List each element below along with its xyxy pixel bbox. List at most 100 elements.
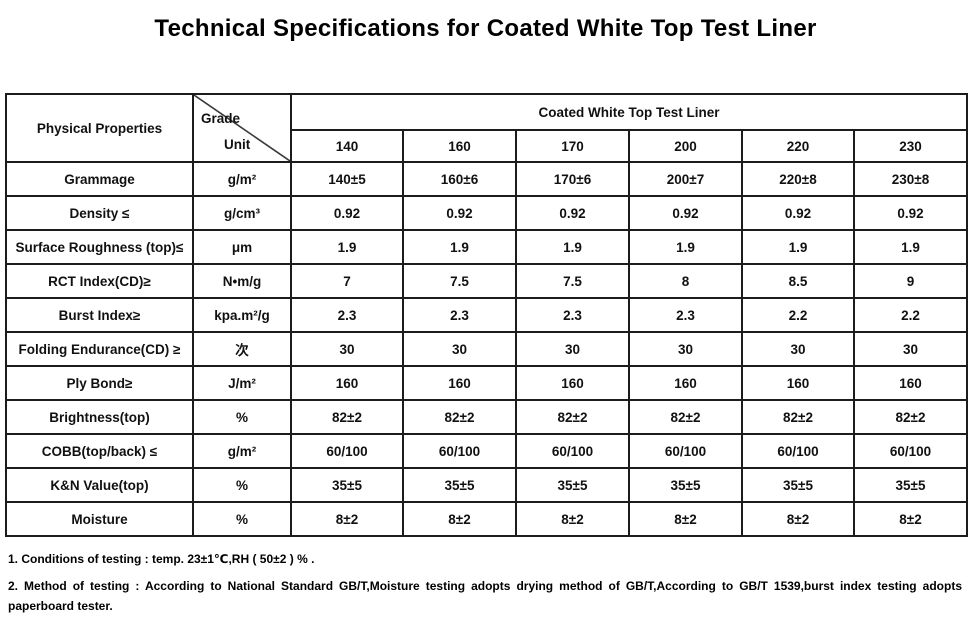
grade-header: 140 [290, 129, 404, 163]
value-cell: 35±5 [628, 467, 743, 503]
value-cell: 160±6 [402, 161, 517, 197]
value-cell: 35±5 [515, 467, 630, 503]
table-row: Moisture% 8±2 8±2 8±2 8±2 8±2 8±2 [5, 501, 968, 537]
value-cell: 8±2 [741, 501, 855, 537]
product-header: Coated White Top Test Liner [290, 93, 968, 131]
value-cell: 230±8 [853, 161, 968, 197]
unit-cell: % [192, 399, 292, 435]
unit-cell: J/m² [192, 365, 292, 401]
value-cell: 2.3 [402, 297, 517, 333]
value-cell: 82±2 [290, 399, 404, 435]
value-cell: 140±5 [290, 161, 404, 197]
property-label: COBB(top/back) ≤ [5, 433, 194, 469]
value-cell: 7.5 [515, 263, 630, 299]
value-cell: 7 [290, 263, 404, 299]
property-label: Burst Index≥ [5, 297, 194, 333]
property-label: Brightness(top) [5, 399, 194, 435]
value-cell: 0.92 [628, 195, 743, 231]
value-cell: 1.9 [402, 229, 517, 265]
property-label: Folding Endurance(CD) ≥ [5, 331, 194, 367]
value-cell: 60/100 [402, 433, 517, 469]
value-cell: 60/100 [853, 433, 968, 469]
value-cell: 170±6 [515, 161, 630, 197]
footnotes: 1. Conditions of testing : temp. 23±1℃,R… [8, 549, 962, 623]
footnote-method: 2. Method of testing : According to Nati… [8, 579, 962, 613]
value-cell: 0.92 [290, 195, 404, 231]
unit-cell: g/cm³ [192, 195, 292, 231]
table-row: COBB(top/back) ≤ g/m² 60/100 60/100 60/100 60… [5, 433, 968, 469]
grade-header: 200 [628, 129, 743, 163]
table-body: Grammage g/m² 140±5 160±6 170±6 200±7 220±8 230… [5, 161, 968, 537]
footnote-conditions: 1. Conditions of testing : temp. 23±1℃,R… [8, 552, 315, 566]
table-row: Folding Endurance(CD) ≥ 次 30 30 30 30 30 30 [5, 331, 968, 367]
value-cell: 0.92 [515, 195, 630, 231]
table-row: RCT Index(CD)≥ N•m/g 7 7.5 7.5 8 8.5 9 [5, 263, 968, 299]
table-row: Grammage g/m² 140±5 160±6 170±6 200±7 220±8 230… [5, 161, 968, 197]
table-row: Burst Index≥ kpa.m²/g 2.3 2.3 2.3 2.3 2.2 2.2 [5, 297, 968, 333]
unit-cell: 次 [192, 331, 292, 367]
value-cell: 30 [402, 331, 517, 367]
value-cell: 35±5 [741, 467, 855, 503]
value-cell: 2.3 [515, 297, 630, 333]
physical-properties-header: Physical Properties [5, 93, 194, 163]
value-cell: 1.9 [853, 229, 968, 265]
grade-header-row: 140 160 170 200 220 230 [6, 129, 968, 163]
value-cell: 8±2 [628, 501, 743, 537]
property-label: Grammage [5, 161, 194, 197]
value-cell: 2.3 [290, 297, 404, 333]
value-cell: 1.9 [628, 229, 743, 265]
value-cell: 35±5 [853, 467, 968, 503]
value-cell: 2.3 [628, 297, 743, 333]
value-cell: 160 [515, 365, 630, 401]
value-cell: 82±2 [628, 399, 743, 435]
unit-cell: % [192, 501, 292, 537]
value-cell: 8±2 [402, 501, 517, 537]
property-label: Density ≤ [5, 195, 194, 231]
value-cell: 0.92 [402, 195, 517, 231]
value-cell: 8.5 [741, 263, 855, 299]
unit-cell: μm [192, 229, 292, 265]
value-cell: 7.5 [402, 263, 517, 299]
value-cell: 0.92 [741, 195, 855, 231]
property-label: Surface Roughness (top)≤ [5, 229, 194, 265]
value-cell: 160 [290, 365, 404, 401]
grade-header: 220 [741, 129, 855, 163]
value-cell: 2.2 [741, 297, 855, 333]
value-cell: 2.2 [853, 297, 968, 333]
table-row: K&N Value(top)% 35±5 35±5 35±5 35±5 35±5 35±5 [5, 467, 968, 503]
value-cell: 200±7 [628, 161, 743, 197]
value-cell: 1.9 [741, 229, 855, 265]
page-title: Technical Specifications for Coated Whit… [154, 15, 817, 42]
value-cell: 82±2 [402, 399, 517, 435]
property-label: RCT Index(CD)≥ [5, 263, 194, 299]
value-cell: 82±2 [853, 399, 968, 435]
value-cell: 160 [402, 365, 517, 401]
grade-header: 230 [853, 129, 968, 163]
value-cell: 60/100 [290, 433, 404, 469]
unit-cell: g/m² [192, 433, 292, 469]
value-cell: 220±8 [741, 161, 855, 197]
unit-cell: % [192, 467, 292, 503]
grade-header: 160 [402, 129, 517, 163]
value-cell: 1.9 [515, 229, 630, 265]
value-cell: 60/100 [628, 433, 743, 469]
unit-cell: g/m² [192, 161, 292, 197]
spec-table: Physical Properties Grade Unit Coated Wh… [5, 93, 968, 537]
value-cell: 160 [741, 365, 855, 401]
value-cell: 8 [628, 263, 743, 299]
value-cell: 0.92 [853, 195, 968, 231]
table-row: Ply Bond≥ J/m² 160 160 160 160 160 160 [5, 365, 968, 401]
value-cell: 160 [628, 365, 743, 401]
value-cell: 60/100 [515, 433, 630, 469]
value-cell: 1.9 [290, 229, 404, 265]
value-cell: 35±5 [290, 467, 404, 503]
value-cell: 82±2 [515, 399, 630, 435]
table-row: Brightness(top)% 82±2 82±2 82±2 82±2 82±2 82±2 [5, 399, 968, 435]
value-cell: 30 [628, 331, 743, 367]
table-row: Surface Roughness (top)≤ μm 1.9 1.9 1.9 1.9 1.… [5, 229, 968, 265]
value-cell: 160 [853, 365, 968, 401]
property-label: K&N Value(top) [5, 467, 194, 503]
value-cell: 30 [290, 331, 404, 367]
grade-header: 170 [515, 129, 630, 163]
value-cell: 30 [741, 331, 855, 367]
